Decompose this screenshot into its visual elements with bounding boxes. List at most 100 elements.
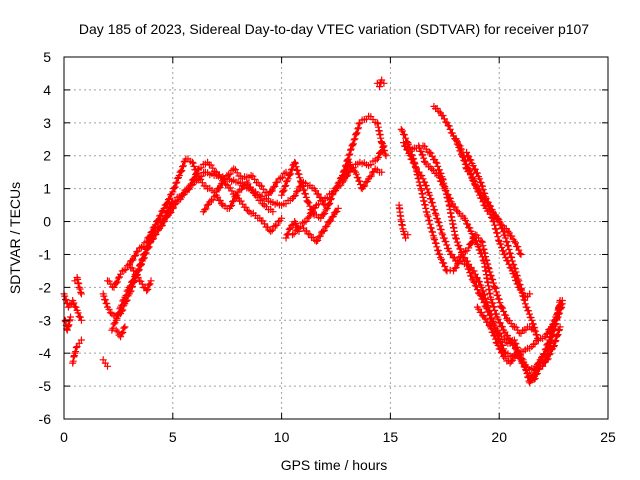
- grid-layer: [64, 57, 608, 419]
- chart-title: Day 185 of 2023, Sidereal Day-to-day VTE…: [79, 21, 589, 37]
- data-point: [531, 345, 533, 348]
- data-point: [483, 316, 485, 318]
- plot-frame: [63, 56, 609, 420]
- data-point: [491, 210, 494, 213]
- data-point: [285, 237, 287, 239]
- data-point: [102, 293, 104, 295]
- data-point: [441, 233, 444, 236]
- data-point: [280, 217, 283, 220]
- data-point: [115, 329, 118, 331]
- data-point: [348, 161, 350, 164]
- data-point: [513, 339, 516, 341]
- data-point: [428, 151, 431, 154]
- data-point: [496, 316, 498, 318]
- data-point: [71, 299, 74, 302]
- data-point: [507, 342, 509, 345]
- data-point: [237, 181, 239, 183]
- data-point: [245, 181, 248, 183]
- data-point: [378, 85, 381, 88]
- data-point: [302, 227, 305, 229]
- data-point: [533, 372, 535, 374]
- data-point: [474, 273, 477, 276]
- data-point: [467, 247, 470, 249]
- data-point: [430, 168, 433, 170]
- data-point: [115, 319, 118, 322]
- data-point: [524, 349, 527, 351]
- data-point: [215, 194, 218, 197]
- y-tick-label: 0: [43, 214, 51, 230]
- data-point: [280, 194, 283, 197]
- data-point: [489, 326, 492, 328]
- data-point: [172, 201, 174, 203]
- y-tick-label: -4: [39, 345, 52, 361]
- series-arc-10: [125, 260, 155, 295]
- data-point: [448, 204, 450, 206]
- data-point: [509, 362, 511, 364]
- data-point: [361, 187, 363, 190]
- series-arc-03: [69, 336, 85, 367]
- data-point: [309, 233, 311, 236]
- data-point: [502, 355, 505, 358]
- data-point: [467, 168, 470, 170]
- data-point: [504, 256, 507, 259]
- data-point: [354, 171, 357, 173]
- series-arc-25: [463, 148, 542, 344]
- data-point: [208, 201, 211, 203]
- data-point: [474, 233, 477, 236]
- y-tick-label: -1: [39, 246, 52, 262]
- data-point: [204, 171, 207, 173]
- data-point: [494, 326, 496, 328]
- data-point: [315, 204, 318, 206]
- x-tick-label: 0: [60, 429, 68, 445]
- data-point: [78, 342, 81, 345]
- data-point: [313, 187, 316, 190]
- data-point: [145, 247, 148, 249]
- data-point: [496, 342, 498, 345]
- data-point: [128, 286, 131, 289]
- data-point: [554, 322, 557, 325]
- data-point: [433, 105, 435, 108]
- data-point: [487, 306, 490, 308]
- data-point: [404, 237, 407, 239]
- data-point: [80, 319, 83, 322]
- data-point: [409, 154, 411, 157]
- data-point: [300, 181, 302, 183]
- x-tick-label: 5: [169, 429, 177, 445]
- data-point: [528, 382, 531, 384]
- data-point: [206, 161, 209, 164]
- data-point: [524, 303, 527, 305]
- data-point: [328, 220, 331, 223]
- data-point: [293, 220, 296, 223]
- data-point: [341, 177, 344, 180]
- data-point: [433, 237, 435, 239]
- data-point: [267, 194, 270, 197]
- data-point: [259, 184, 261, 187]
- data-point: [289, 227, 292, 229]
- data-point: [111, 312, 113, 315]
- data-point: [80, 339, 83, 341]
- data-point: [546, 352, 548, 354]
- data-point: [489, 296, 492, 299]
- data-point: [402, 230, 405, 233]
- data-point: [491, 217, 494, 220]
- data-point: [485, 197, 487, 200]
- data-point: [269, 230, 272, 233]
- data-point: [448, 250, 450, 252]
- data-point: [185, 158, 187, 160]
- y-tick-label: -5: [39, 378, 52, 394]
- data-point: [163, 217, 165, 220]
- data-point: [407, 141, 409, 144]
- series-arc-15: [299, 204, 342, 245]
- data-point: [511, 270, 514, 272]
- data-point: [513, 326, 516, 328]
- series-arc-16: [339, 158, 386, 193]
- ticks-layer: 0 5 10 15 20 25 -6 -5 -4 -3 -2 -1 0 1 2 3 4 5: [39, 49, 616, 445]
- data-point: [158, 227, 161, 229]
- y-tick-label: 2: [43, 148, 51, 164]
- data-point: [106, 279, 109, 282]
- data-point: [163, 207, 165, 210]
- data-point: [520, 253, 522, 256]
- data-point: [500, 335, 503, 338]
- data-point: [513, 240, 516, 243]
- x-tick-label: 10: [274, 429, 290, 445]
